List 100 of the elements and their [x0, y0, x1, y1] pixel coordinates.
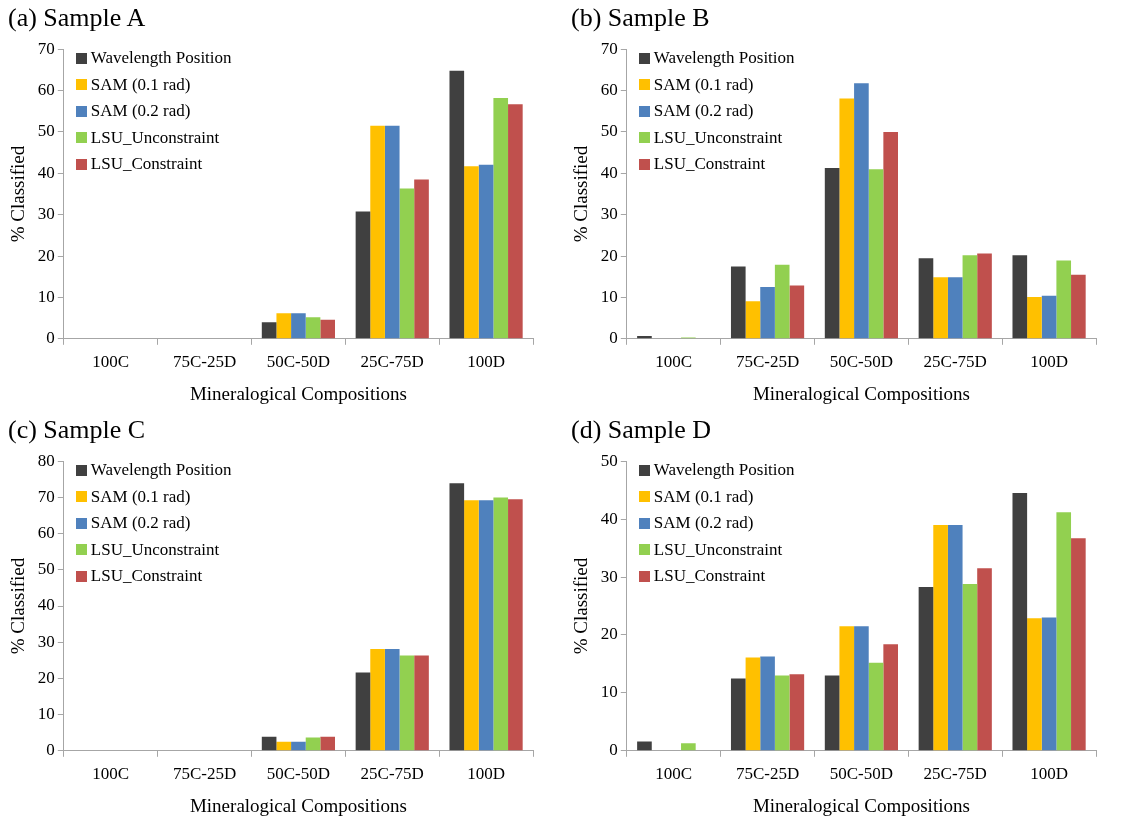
bar [1056, 512, 1072, 751]
y-axis-title: % Classified [7, 145, 29, 243]
bar [883, 131, 898, 339]
bar [320, 319, 335, 339]
bar [933, 277, 948, 339]
y-tick-label: 20 [37, 245, 55, 265]
x-tick-label: 50C-50D [266, 764, 331, 784]
y-tick-label: 60 [37, 80, 55, 100]
legend-label: LSU_Constraint [90, 565, 203, 588]
legend-label: SAM (0.1 rad) [653, 485, 754, 508]
bar [1071, 538, 1086, 751]
bar [1012, 493, 1028, 751]
x-axis-title: Mineralogical Compositions [189, 794, 407, 816]
bar [493, 98, 509, 339]
bar [464, 500, 479, 751]
chart-title: (a) Sample A [7, 2, 147, 34]
legend-label: LSU_Unconstraint [653, 126, 783, 149]
y-tick-label: 70 [600, 38, 618, 58]
bar [839, 626, 855, 751]
legend-label: LSU_Constraint [653, 153, 766, 176]
y-tick-label: 40 [600, 508, 618, 528]
x-tick-label: 25C-75D [360, 352, 424, 372]
y-tick-label: 60 [600, 80, 618, 100]
y-tick-label: 30 [37, 631, 55, 651]
bar [370, 649, 385, 751]
bar [508, 104, 523, 339]
y-axis-title: % Classified [7, 557, 29, 655]
x-tick-label: 100D [467, 764, 505, 784]
y-tick-label: 0 [609, 328, 618, 348]
x-tick-label: 25C-75D [923, 352, 987, 372]
y-tick-label: 50 [37, 559, 55, 579]
bar [760, 287, 775, 339]
bar [1041, 617, 1057, 751]
bar [933, 524, 948, 751]
bar [478, 500, 494, 751]
bar [730, 678, 746, 751]
bar [384, 649, 400, 751]
legend-label: SAM (0.2 rad) [90, 512, 191, 535]
bar [774, 264, 790, 339]
legend-label: LSU_Unconstraint [653, 538, 783, 561]
x-tick-label: 75C-25D [172, 352, 237, 372]
legend-label: SAM (0.1 rad) [90, 485, 191, 508]
x-tick-label: 50C-50D [829, 764, 894, 784]
bar [854, 83, 869, 339]
bar [276, 313, 292, 339]
x-tick-label: 25C-75D [360, 764, 424, 784]
bar [760, 656, 775, 751]
bar [414, 655, 429, 751]
bar [1027, 297, 1042, 339]
legend-label: SAM (0.1 rad) [90, 73, 191, 96]
x-tick-label: 100D [1030, 764, 1068, 784]
x-tick-label: 100D [1030, 352, 1068, 372]
bar [774, 675, 790, 751]
bar [449, 70, 465, 339]
y-tick-label: 10 [600, 286, 618, 306]
bar [1027, 618, 1042, 751]
y-tick-label: 30 [600, 566, 618, 586]
x-tick-label: 100D [467, 352, 505, 372]
bar [261, 322, 277, 339]
bar [291, 313, 306, 339]
chart-title: (c) Sample C [7, 414, 147, 446]
bar [449, 483, 465, 751]
legend-label: SAM (0.2 rad) [653, 512, 754, 535]
y-tick-label: 20 [600, 624, 618, 644]
x-axis-title: Mineralogical Compositions [189, 382, 407, 404]
y-tick-label: 50 [600, 121, 618, 141]
bar [355, 211, 371, 339]
bar [637, 741, 652, 751]
bar [947, 524, 963, 751]
y-tick-label: 50 [600, 450, 618, 470]
y-axis-title: % Classified [570, 557, 592, 655]
bar [918, 586, 934, 751]
bar [414, 179, 429, 339]
y-tick-label: 70 [37, 486, 55, 506]
y-tick-label: 30 [600, 204, 618, 224]
x-tick-label: 50C-50D [829, 352, 894, 372]
bar [320, 736, 335, 751]
y-tick-label: 20 [600, 245, 618, 265]
x-tick-label: 50C-50D [266, 352, 331, 372]
x-axis-title: Mineralogical Compositions [752, 382, 970, 404]
bar [1041, 295, 1057, 339]
legend-label: Wavelength Position [653, 47, 795, 70]
y-tick-label: 10 [37, 704, 55, 724]
legend-label: SAM (0.2 rad) [653, 100, 754, 123]
y-tick-label: 20 [37, 667, 55, 687]
legend-label: SAM (0.2 rad) [90, 100, 191, 123]
bar [854, 626, 869, 751]
x-tick-label: 75C-25D [735, 764, 800, 784]
x-tick-label: 75C-25D [735, 352, 800, 372]
chart-title: (b) Sample B [570, 2, 711, 34]
y-tick-label: 80 [37, 450, 55, 470]
x-tick-label: 100C [92, 352, 130, 372]
bar [947, 277, 963, 339]
bar [730, 266, 746, 339]
legend-label: LSU_Unconstraint [90, 538, 220, 561]
chart-title: (d) Sample D [570, 414, 713, 446]
bar [824, 675, 840, 751]
bar [681, 743, 696, 751]
y-tick-label: 70 [37, 38, 55, 58]
y-tick-label: 10 [37, 286, 55, 306]
